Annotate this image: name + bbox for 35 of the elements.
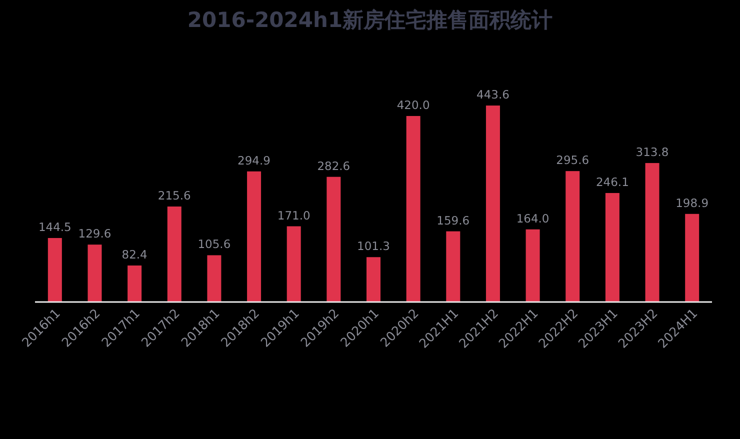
- data-label: 144.5: [38, 220, 72, 234]
- data-label: 313.8: [636, 145, 669, 160]
- bar: [645, 163, 660, 302]
- bar: [207, 255, 222, 302]
- data-label: 246.1: [596, 175, 629, 190]
- bar: [128, 266, 142, 302]
- data-label: 282.6: [317, 158, 350, 173]
- data-label: 443.6: [476, 88, 510, 102]
- data-label: 164.0: [516, 211, 550, 226]
- bar: [366, 257, 380, 302]
- data-label: 215.6: [158, 188, 191, 203]
- bar: [48, 238, 62, 302]
- data-label: 159.6: [436, 213, 470, 228]
- bar: [566, 171, 580, 302]
- data-label: 105.6: [198, 237, 231, 252]
- bar: [526, 229, 540, 302]
- bar: [605, 193, 620, 302]
- bar: [167, 206, 182, 302]
- chart-title: 2016-2024h1新房住宅推售面积统计: [187, 8, 553, 32]
- bar: [88, 244, 102, 302]
- bar: [446, 231, 460, 302]
- data-label: 171.0: [277, 208, 310, 222]
- bar: [486, 106, 500, 302]
- bar: [286, 226, 301, 302]
- data-label: 420.0: [396, 98, 430, 112]
- data-label: 101.3: [357, 239, 390, 254]
- data-label: 294.9: [238, 153, 270, 168]
- data-label: 198.9: [676, 196, 709, 210]
- bar: [326, 176, 341, 302]
- bar: [406, 116, 420, 302]
- data-label: 82.4: [122, 248, 148, 262]
- bar: [685, 214, 700, 302]
- data-label: 295.6: [556, 153, 590, 168]
- data-label: 129.6: [78, 226, 112, 241]
- bar: [247, 171, 262, 302]
